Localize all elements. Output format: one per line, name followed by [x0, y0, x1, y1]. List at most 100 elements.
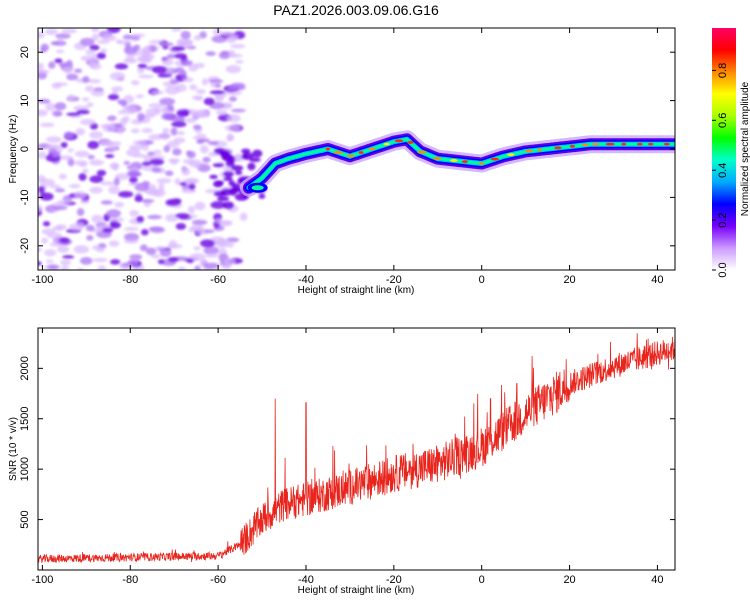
noise-blob	[66, 73, 79, 81]
noise-blob	[129, 144, 144, 151]
noise-blob	[193, 246, 201, 251]
noise-blob	[39, 192, 54, 201]
noise-blob	[148, 103, 165, 108]
noise-blob	[92, 257, 108, 263]
noise-blob	[167, 256, 179, 263]
noise-blob	[76, 208, 85, 216]
noise-blob	[96, 169, 107, 177]
ridge-hotspot	[605, 142, 615, 146]
noise-blob	[235, 59, 244, 64]
noise-blob	[188, 64, 198, 72]
ridge-hotspot	[490, 157, 500, 161]
noise-blob	[159, 97, 176, 106]
ridge-hotspot	[368, 147, 376, 151]
noise-blob	[169, 79, 180, 84]
noise-blob-dark	[258, 193, 266, 199]
noise-blob	[133, 140, 148, 145]
noise-blob	[196, 109, 209, 118]
noise-blob	[105, 153, 115, 159]
noise-blob	[200, 239, 215, 248]
noise-blob	[106, 144, 116, 153]
noise-blob	[166, 104, 174, 110]
ridge-hotspot	[461, 160, 468, 164]
noise-blob	[157, 73, 173, 78]
noise-blob	[114, 123, 123, 129]
noise-blob	[185, 117, 197, 124]
noise-blob	[212, 28, 222, 36]
noise-blob	[165, 68, 173, 73]
noise-blob-dark	[223, 176, 233, 181]
noise-blob	[45, 259, 54, 264]
noise-blob	[176, 131, 186, 136]
snr-line	[38, 333, 675, 564]
ridge-hotspot	[479, 162, 484, 165]
noise-blob	[142, 46, 152, 55]
noise-blob	[140, 57, 152, 64]
noise-blob	[44, 28, 58, 36]
noise-blob	[90, 90, 105, 97]
noise-blob	[186, 258, 194, 264]
noise-blob	[180, 189, 197, 194]
noise-blob	[203, 229, 215, 234]
noise-blob	[123, 161, 131, 165]
noise-blob	[141, 198, 155, 203]
noise-blob	[81, 97, 90, 102]
noise-blob	[147, 214, 162, 220]
noise-blob	[107, 115, 117, 122]
noise-blob	[51, 82, 62, 89]
noise-blob	[109, 216, 125, 223]
noise-blob	[52, 225, 64, 231]
noise-blob	[123, 232, 140, 242]
ridge-start-inner	[251, 185, 264, 191]
noise-blob	[229, 34, 239, 41]
noise-blob	[47, 264, 60, 270]
noise-blob	[239, 212, 248, 221]
noise-blob	[76, 109, 90, 115]
noise-blob	[115, 173, 130, 180]
noise-blob-dark	[217, 196, 230, 202]
noise-blob	[111, 86, 124, 92]
noise-blob	[203, 262, 220, 270]
noise-blob	[45, 102, 56, 112]
x-tick-label: 0	[479, 574, 485, 586]
noise-blob-dark	[241, 148, 251, 154]
noise-blob	[80, 55, 95, 62]
noise-blob	[163, 144, 171, 153]
ridge-hotspot	[450, 159, 458, 162]
noise-blob	[58, 173, 67, 180]
noise-blob	[102, 227, 114, 233]
noise-blob	[182, 77, 194, 83]
noise-blob	[85, 85, 94, 92]
noise-blob	[61, 28, 78, 34]
noise-blob	[119, 262, 134, 270]
noise-blob	[194, 265, 201, 270]
noise-blob	[89, 44, 100, 51]
noise-blob	[120, 100, 128, 107]
noise-blob	[80, 200, 90, 204]
colorbar-ticks: 0.0 0.2 0.4 0.6 0.8	[712, 63, 729, 278]
noise-blob	[41, 237, 49, 244]
noise-blob	[148, 226, 164, 231]
noise-blob	[231, 108, 246, 113]
noise-blob	[41, 228, 56, 235]
noise-blob	[192, 124, 202, 130]
noise-blob	[100, 48, 108, 54]
noise-blob	[176, 109, 189, 118]
noise-blob	[130, 80, 140, 86]
noise-blob	[60, 265, 70, 270]
noise-blob	[202, 156, 211, 163]
noise-blob	[148, 134, 164, 141]
y-tick-label: 500	[19, 510, 31, 528]
noise-blob	[38, 151, 47, 159]
x-tick-label: -80	[122, 274, 138, 286]
noise-blob	[48, 146, 63, 154]
y-tick-label: 0	[19, 146, 31, 152]
noise-blob	[122, 34, 133, 40]
noise-blob	[44, 249, 57, 257]
noise-blob	[130, 128, 140, 134]
noise-blob	[156, 178, 172, 184]
x-tick-label: 20	[563, 574, 575, 586]
ridge-hotspot	[569, 144, 575, 148]
noise-blob	[100, 140, 115, 146]
noise-blob	[195, 225, 205, 235]
